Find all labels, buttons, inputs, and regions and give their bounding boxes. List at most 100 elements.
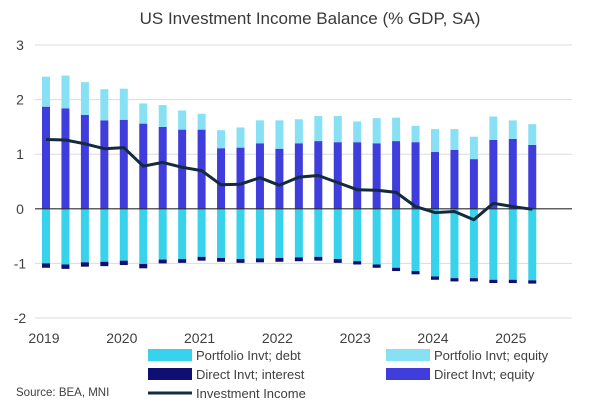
bar-direct-invt-equity (450, 149, 459, 209)
bar-direct-invt-interest (431, 276, 439, 280)
bar-portfolio-invt-equity (100, 89, 109, 121)
bar-direct-invt-interest (294, 257, 303, 262)
bar-direct-invt-interest (158, 259, 167, 264)
x-tick-label: 2025 (495, 330, 526, 346)
legend-label: Direct Invt; interest (196, 367, 305, 382)
legend-label: Portfolio Invt; debt (196, 348, 301, 363)
bar-portfolio-invt-equity (314, 115, 323, 142)
bar-direct-invt-interest (255, 258, 264, 263)
legend-swatch (148, 368, 192, 380)
bar-direct-invt-interest (353, 261, 362, 265)
legend-swatch (386, 349, 430, 361)
bar-portfolio-invt-debt (392, 208, 401, 268)
bar-direct-invt-interest (119, 260, 128, 266)
bar-portfolio-invt-debt (139, 208, 148, 264)
bar-portfolio-invt-debt (100, 208, 109, 262)
bar-direct-invt-equity (80, 114, 89, 209)
bar-portfolio-invt-debt (158, 208, 167, 260)
bar-portfolio-invt-debt (411, 208, 420, 272)
bar-portfolio-invt-debt (450, 208, 459, 279)
bar-portfolio-invt-equity (431, 129, 439, 153)
bar-portfolio-invt-equity (528, 124, 537, 145)
bar-direct-invt-equity (255, 143, 264, 209)
bar-direct-invt-interest (411, 271, 420, 275)
bar-portfolio-invt-debt (275, 208, 284, 258)
bar-direct-invt-interest (372, 264, 381, 268)
bar-direct-invt-equity (42, 106, 50, 209)
bar-portfolio-invt-debt (489, 208, 498, 280)
bar-direct-invt-interest (392, 267, 401, 272)
x-tick-label: 2022 (262, 330, 293, 346)
bar-direct-invt-equity (217, 148, 226, 209)
x-tick-label: 2019 (28, 330, 59, 346)
bar-direct-invt-interest (489, 279, 498, 284)
bar-direct-invt-equity (333, 142, 342, 209)
bar-portfolio-invt-debt (431, 208, 439, 277)
line-investment-income (45, 138, 533, 222)
x-tick-label: 2023 (340, 330, 371, 346)
bar-portfolio-invt-debt (80, 208, 89, 263)
bar-portfolio-invt-debt (178, 208, 187, 260)
bar-portfolio-invt-equity (411, 125, 420, 143)
legend-label: Investment Income (196, 386, 306, 401)
bar-direct-invt-interest (528, 280, 537, 284)
bar-portfolio-invt-equity (197, 113, 206, 130)
bar-portfolio-invt-debt (469, 208, 478, 279)
bar-portfolio-invt-debt (528, 208, 537, 281)
legend-swatch (386, 368, 430, 380)
bar-portfolio-invt-equity (217, 130, 226, 149)
bar-portfolio-invt-debt (353, 208, 362, 262)
bar-portfolio-invt-equity (372, 118, 381, 144)
bar-portfolio-invt-debt (294, 208, 303, 258)
bar-direct-invt-interest (178, 259, 187, 263)
bar-direct-invt-equity (100, 120, 109, 209)
y-tick-label: 0 (16, 201, 24, 217)
x-tick-label: 2020 (106, 330, 137, 346)
bar-portfolio-invt-equity (392, 117, 401, 142)
bar-portfolio-invt-equity (42, 76, 50, 107)
bar-portfolio-invt-equity (139, 103, 148, 124)
bar-direct-invt-interest (217, 257, 226, 262)
y-tick-label: 2 (16, 92, 24, 108)
bar-portfolio-invt-debt (61, 208, 70, 265)
bar-portfolio-invt-equity (61, 75, 70, 109)
bar-portfolio-invt-equity (450, 129, 459, 150)
bar-portfolio-invt-debt (119, 208, 128, 261)
y-axis-ticks: 3 2 1 0 -1 -2 (14, 37, 27, 326)
bar-direct-invt-interest (314, 256, 323, 261)
bar-portfolio-invt-debt (314, 208, 323, 257)
bar-portfolio-invt-debt (217, 208, 226, 258)
bar-direct-invt-interest (333, 259, 342, 263)
bar-direct-invt-interest (42, 263, 50, 268)
bar-portfolio-invt-debt (42, 208, 50, 264)
bar-direct-invt-interest (139, 263, 148, 269)
y-tick-label: -1 (14, 255, 27, 271)
bar-direct-invt-equity (528, 144, 537, 209)
bar-direct-invt-interest (450, 278, 459, 282)
bar-portfolio-invt-debt (236, 208, 245, 260)
bar-direct-invt-interest (236, 259, 245, 263)
bar-direct-invt-equity (411, 142, 420, 209)
bar-direct-invt-interest (80, 262, 89, 267)
bar-portfolio-invt-equity (489, 116, 498, 141)
bar-direct-invt-interest (100, 261, 109, 267)
bar-portfolio-invt-equity (80, 82, 89, 115)
bar-direct-invt-equity (353, 142, 362, 209)
bar-portfolio-invt-equity (275, 120, 284, 149)
bar-portfolio-invt-debt (333, 208, 342, 260)
bar-portfolio-invt-debt (372, 208, 381, 265)
y-tick-label: -2 (14, 310, 27, 326)
bar-direct-invt-equity (489, 140, 498, 209)
bar-portfolio-invt-equity (353, 121, 362, 143)
bar-direct-invt-equity (158, 126, 167, 209)
bar-direct-invt-interest (61, 264, 70, 269)
bar-direct-invt-equity (61, 108, 70, 209)
y-tick-label: 3 (16, 37, 24, 53)
bar-direct-invt-equity (178, 129, 187, 209)
bar-direct-invt-interest (508, 279, 517, 284)
line-series (45, 138, 533, 222)
bar-direct-invt-interest (197, 256, 206, 261)
legend: Portfolio Invt; debt Portfolio Invt; equi… (148, 348, 549, 401)
bar-portfolio-invt-equity (178, 110, 187, 130)
